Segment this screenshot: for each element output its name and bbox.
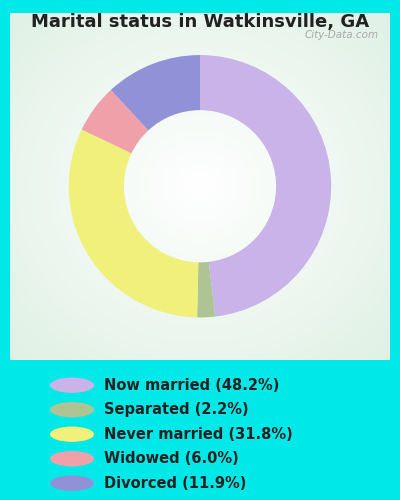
Wedge shape	[69, 130, 198, 318]
Circle shape	[50, 476, 94, 491]
Circle shape	[50, 426, 94, 442]
Circle shape	[50, 402, 94, 417]
Text: Now married (48.2%): Now married (48.2%)	[104, 378, 279, 392]
Text: Marital status in Watkinsville, GA: Marital status in Watkinsville, GA	[31, 12, 369, 30]
Wedge shape	[111, 55, 200, 130]
Text: Divorced (11.9%): Divorced (11.9%)	[104, 476, 246, 490]
Circle shape	[50, 451, 94, 466]
Text: Never married (31.8%): Never married (31.8%)	[104, 426, 293, 442]
Wedge shape	[197, 262, 215, 318]
Circle shape	[50, 378, 94, 393]
Text: Widowed (6.0%): Widowed (6.0%)	[104, 451, 239, 466]
Text: City-Data.com: City-Data.com	[304, 30, 378, 40]
Text: Separated (2.2%): Separated (2.2%)	[104, 402, 249, 417]
Wedge shape	[82, 90, 148, 154]
Wedge shape	[200, 55, 331, 316]
